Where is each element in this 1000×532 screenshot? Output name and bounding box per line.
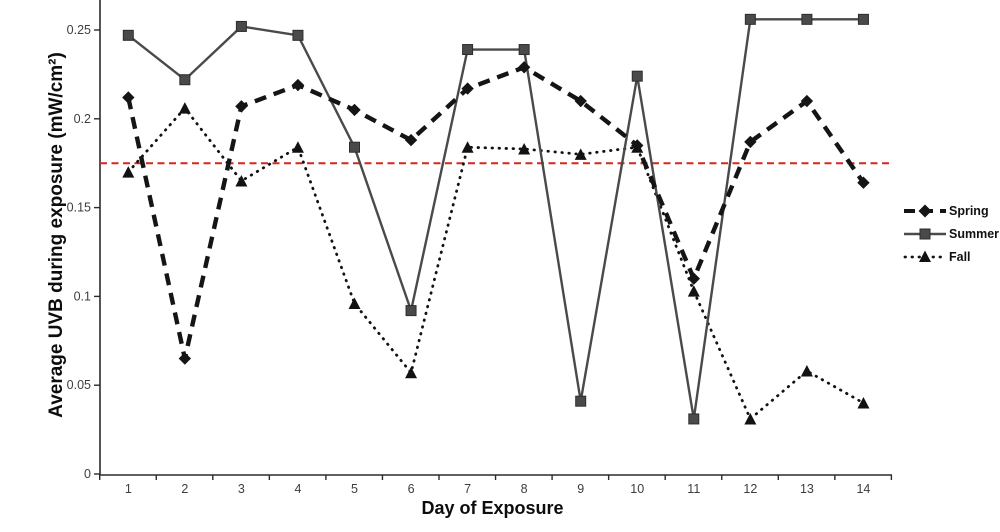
y-tick-labels: 0 0.05 0.1 0.15 0.2 0.25 <box>67 23 100 481</box>
spring-dashed-line-diamond-icon <box>904 204 946 218</box>
legend-item-spring: Spring <box>903 203 999 219</box>
fall-line <box>126 105 865 422</box>
y-tick-label: 0.05 <box>67 378 91 392</box>
x-tick-label: 9 <box>577 482 584 496</box>
x-tick-label: 7 <box>464 482 471 496</box>
series-summer <box>122 13 869 425</box>
legend-label-spring: Spring <box>949 204 989 218</box>
spring-line <box>126 64 866 360</box>
legend-item-fall: Fall <box>903 249 999 265</box>
legend-label-fall: Fall <box>949 250 971 264</box>
x-tick-label: 6 <box>408 482 415 496</box>
x-tick-label: 14 <box>856 482 870 496</box>
series-spring <box>122 61 870 365</box>
x-axis-title: Day of Exposure <box>421 498 564 518</box>
y-tick-label: 0.2 <box>74 112 91 126</box>
legend: Spring Summer Fall <box>903 203 999 265</box>
x-tick-labels: 1 2 3 4 5 6 7 8 9 10 11 12 13 14 <box>98 475 893 496</box>
x-tick-label: 11 <box>687 482 700 496</box>
series-fall <box>122 102 870 425</box>
legend-label-summer: Summer <box>949 227 1000 241</box>
x-tick-label: 5 <box>351 482 358 496</box>
x-tick-label: 10 <box>630 482 644 496</box>
x-tick-label: 13 <box>800 482 814 496</box>
legend-item-summer: Summer <box>903 226 999 242</box>
x-tick-label: 2 <box>181 482 188 496</box>
y-tick-label: 0.1 <box>74 289 91 303</box>
y-axis-title: Average UVB during exposure (mW/cm²) <box>46 52 67 418</box>
x-tick-label: 1 <box>125 482 132 496</box>
x-tick-label: 3 <box>238 482 245 496</box>
y-tick-label: 0 <box>84 467 91 481</box>
x-tick-label: 4 <box>294 482 301 496</box>
x-tick-label: 12 <box>743 482 757 496</box>
summer-line <box>127 18 864 420</box>
y-tick-label: 0.25 <box>67 23 91 37</box>
x-tick-label: 8 <box>521 482 528 496</box>
summer-solid-line-square-icon <box>904 228 946 240</box>
axes <box>99 0 892 476</box>
y-tick-label: 0.15 <box>67 201 91 215</box>
fall-dotted-line-triangle-icon <box>903 250 947 262</box>
